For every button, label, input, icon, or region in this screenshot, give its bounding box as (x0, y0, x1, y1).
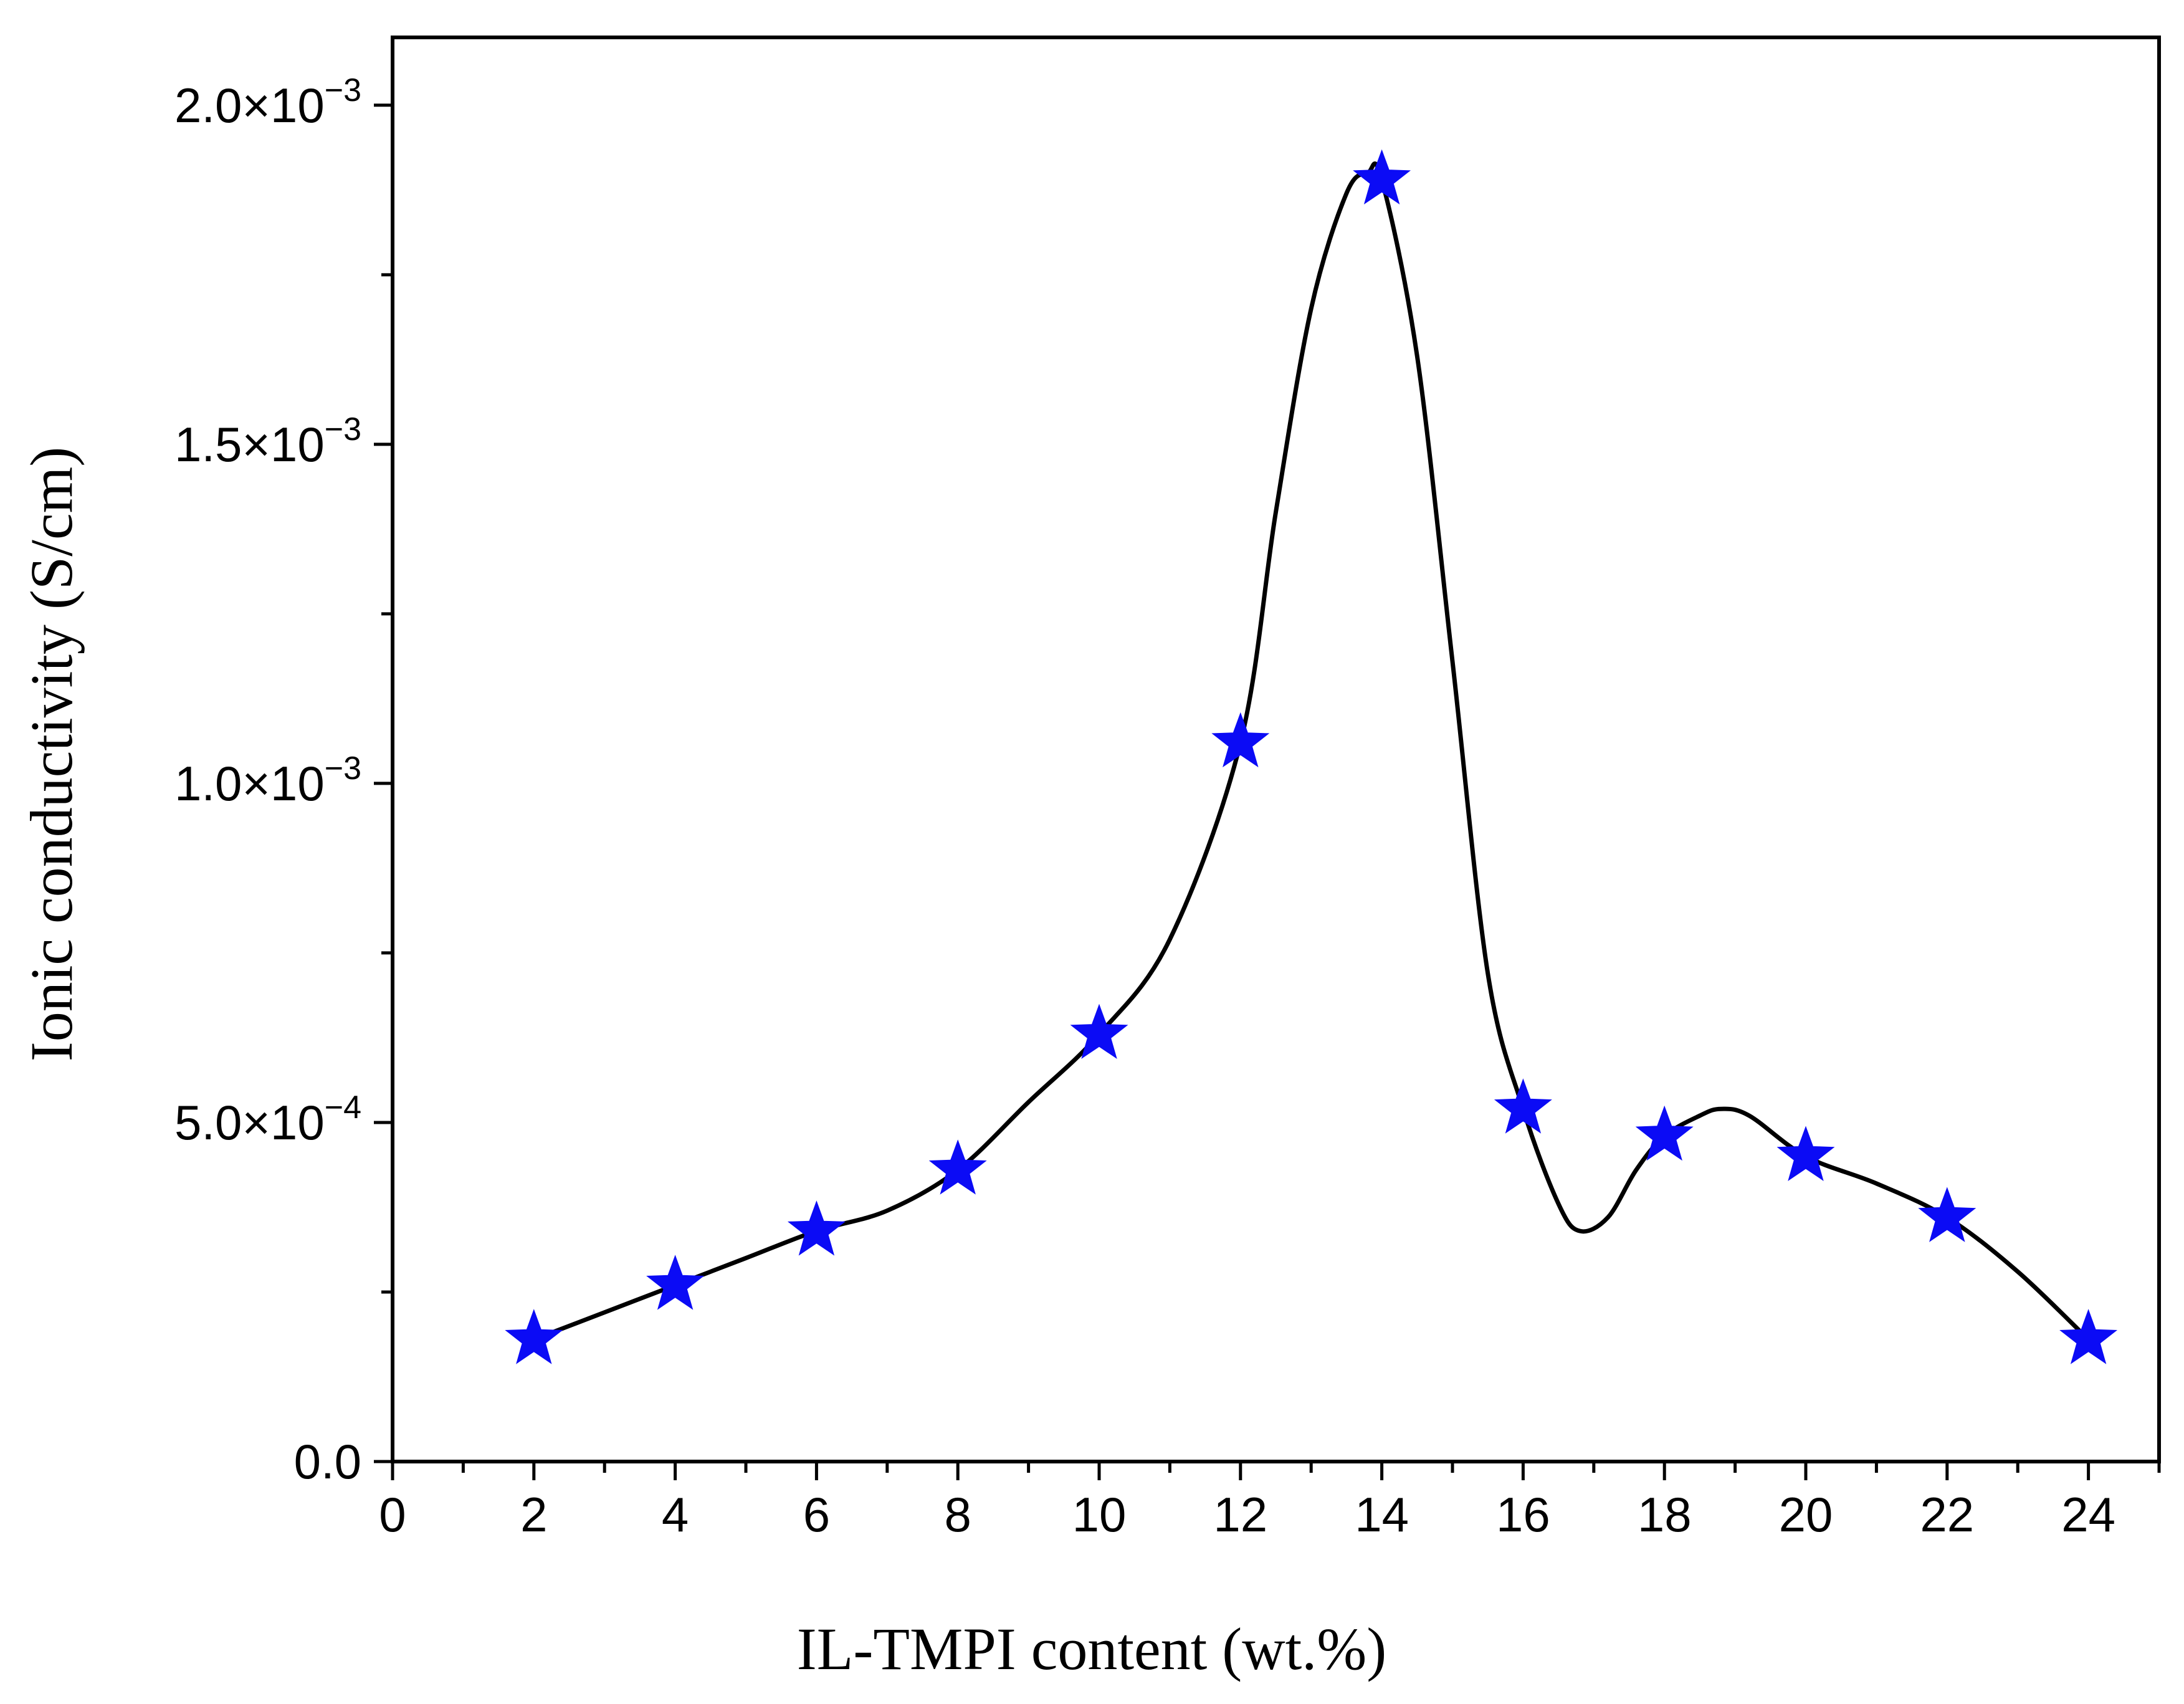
fitted-curve (533, 161, 2091, 1342)
data-point-star (2059, 1309, 2118, 1364)
data-point-star (787, 1200, 846, 1256)
data-point-star (1211, 712, 1270, 768)
x-tick-label: 4 (662, 1487, 689, 1542)
data-point-star (505, 1309, 563, 1364)
plot-frame (391, 36, 2161, 1463)
data-markers (505, 149, 2118, 1364)
y-axis-title: Ionic conductivity (S/cm) (18, 447, 85, 1061)
x-tick-label: 20 (1779, 1487, 1833, 1542)
y-tick-label: 5.0×10−4 (174, 1089, 361, 1150)
x-tick-label: 14 (1355, 1487, 1409, 1542)
x-tick-label: 16 (1496, 1487, 1550, 1542)
data-point-star (646, 1255, 705, 1310)
y-tick-label: 2.0×10−3 (174, 72, 361, 133)
x-tick-label: 8 (945, 1487, 971, 1542)
y-tick-label: 0.0 (294, 1434, 361, 1489)
y-tick-label: 1.5×10−3 (174, 411, 361, 472)
data-point-star (1353, 149, 1411, 205)
x-tick-label: 0 (379, 1487, 406, 1542)
data-point-star (928, 1139, 987, 1195)
x-tick-label: 2 (520, 1487, 547, 1542)
x-tick-label: 10 (1072, 1487, 1127, 1542)
data-point-star (1635, 1105, 1694, 1161)
data-point-star (1918, 1187, 1977, 1242)
x-tick-label: 6 (803, 1487, 830, 1542)
y-axis-ticks: 0.0 5.0×10−4 1.0×10−3 1.5×10−3 2.0×10−3 (174, 72, 393, 1489)
data-point-star (1776, 1126, 1835, 1181)
data-point-star (1070, 1003, 1128, 1060)
y-tick-label: 1.0×10−3 (174, 750, 361, 811)
x-axis-title: IL-TMPI content (wt.%) (797, 1615, 1386, 1682)
x-tick-label: 24 (2061, 1487, 2115, 1542)
data-point-star (1494, 1078, 1552, 1134)
x-axis-ticks: 0 2 4 6 8 10 12 14 16 18 20 22 24 (379, 1462, 2161, 1542)
x-tick-label: 18 (1638, 1487, 1692, 1542)
x-tick-label: 22 (1920, 1487, 1974, 1542)
x-tick-label: 12 (1213, 1487, 1267, 1542)
